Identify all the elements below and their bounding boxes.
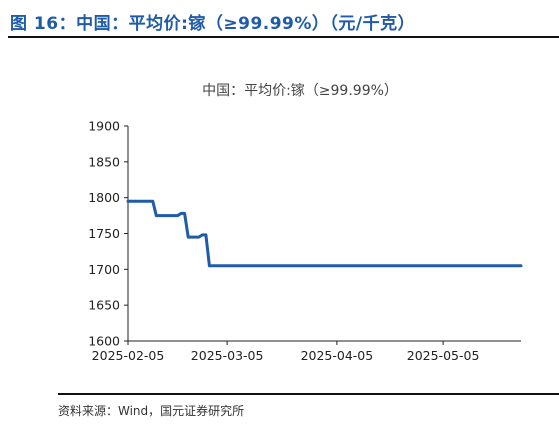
y-tick-label: 1650 [88,298,120,313]
chart-title: 中国：平均价:镓（≥99.99%） [202,83,398,99]
chart-axes: 1600 1650 1700 1750 1800 1850 1900 2025-02-05 20… [88,119,521,363]
y-tick-label: 1850 [88,154,120,169]
source-rule [58,393,559,395]
x-tick-label: 2025-05-05 [407,348,480,363]
y-tick-label: 1700 [88,262,120,277]
title-rule [8,36,559,38]
x-tick-label: 2025-03-05 [191,348,264,363]
x-tick-label: 2025-02-05 [92,348,165,363]
y-tick-label: 1800 [88,190,120,205]
y-tick-label: 1750 [88,226,120,241]
series-line [126,199,523,268]
figure-title: 图 16：中国：平均价:镓（≥99.99%）（元/千克） [10,14,416,34]
chart-series [126,199,523,268]
x-tick-label: 2025-04-05 [301,348,374,363]
source-note: 资料来源：Wind，国元证券研究所 [58,404,245,418]
y-tick-label: 1900 [88,119,120,134]
y-tick-label: 1600 [88,334,120,349]
